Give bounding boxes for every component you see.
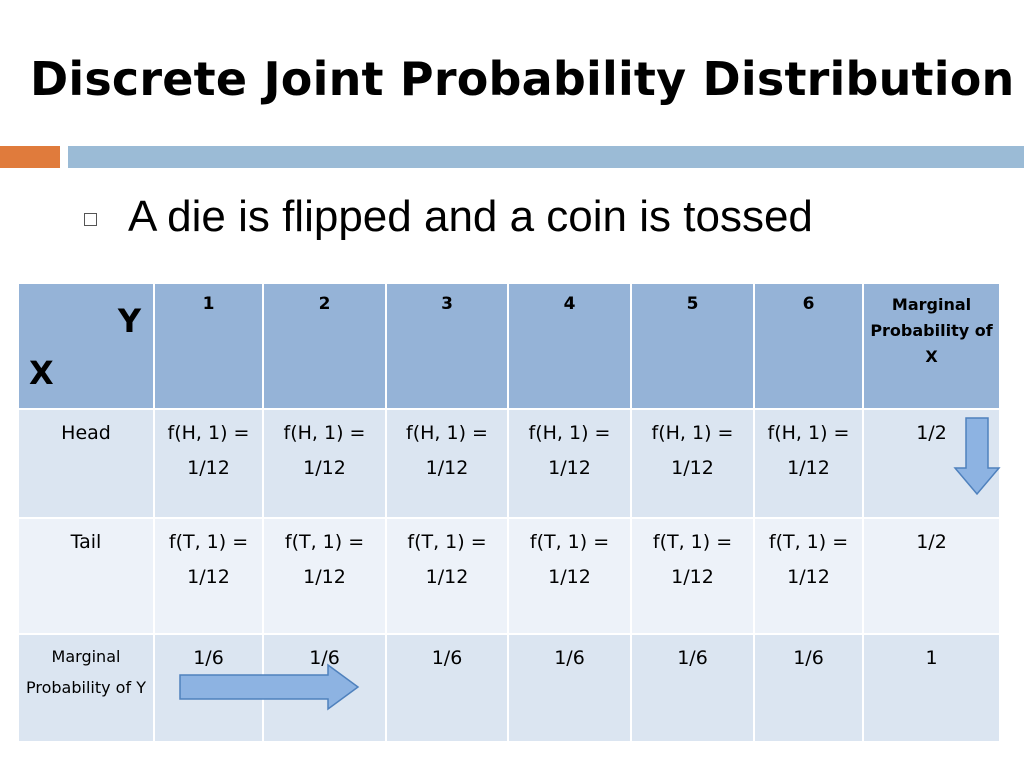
down-arrow-icon	[953, 417, 1001, 496]
marginal-total: 1	[862, 633, 1001, 743]
column-header-4: 4	[507, 282, 632, 410]
table-cell: f(H, 1) = 1/12	[753, 408, 864, 519]
marginal-y-cell: 1/6	[385, 633, 509, 743]
table-cell: f(T, 1) = 1/12	[153, 517, 264, 635]
table-cell: f(H, 1) = 1/12	[507, 408, 632, 519]
marginal-x-tail: 1/2	[862, 517, 1001, 635]
square-bullet-icon	[84, 212, 97, 226]
header-row: Y X 1 2 3 4 5 6 Marginal Probability of …	[17, 282, 1001, 410]
accent-bar-orange	[0, 146, 60, 168]
x-axis-label: X	[29, 354, 54, 392]
marginal-x-header: Marginal Probability of X	[862, 282, 1001, 410]
slide-title: Discrete Joint Probability Distribution	[30, 52, 1015, 106]
table-cell: f(T, 1) = 1/12	[630, 517, 755, 635]
right-arrow-icon	[179, 663, 360, 711]
table-row-tail: Tail f(T, 1) = 1/12 f(T, 1) = 1/12 f(T, …	[17, 517, 1001, 635]
table-row-head: Head f(H, 1) = 1/12 f(H, 1) = 1/12 f(H, …	[17, 408, 1001, 519]
marginal-y-cell: 1/6	[507, 633, 632, 743]
joint-probability-table: Y X 1 2 3 4 5 6 Marginal Probability of …	[17, 282, 1001, 743]
row-label-marginal-y: Marginal Probability of Y	[17, 633, 155, 743]
table-cell: f(H, 1) = 1/12	[153, 408, 264, 519]
column-header-3: 3	[385, 282, 509, 410]
table-cell: f(H, 1) = 1/12	[262, 408, 387, 519]
table-cell: f(T, 1) = 1/12	[753, 517, 864, 635]
table-row-marginal-y: Marginal Probability of Y 1/6 1/6 1/6 1/…	[17, 633, 1001, 743]
column-header-6: 6	[753, 282, 864, 410]
row-label-tail: Tail	[17, 517, 155, 635]
row-label-head: Head	[17, 408, 155, 519]
table-cell: f(H, 1) = 1/12	[385, 408, 509, 519]
corner-cell: Y X	[17, 282, 155, 410]
table-cell: f(T, 1) = 1/12	[385, 517, 509, 635]
marginal-y-cell: 1/6	[630, 633, 755, 743]
column-header-1: 1	[153, 282, 264, 410]
table-cell: f(T, 1) = 1/12	[262, 517, 387, 635]
table-cell: f(T, 1) = 1/12	[507, 517, 632, 635]
column-header-5: 5	[630, 282, 755, 410]
accent-bar-blue	[68, 146, 1024, 168]
marginal-y-cell: 1/6	[753, 633, 864, 743]
column-header-2: 2	[262, 282, 387, 410]
bullet-text: A die is flipped and a coin is tossed	[128, 192, 813, 241]
bullet-item: A die is flipped and a coin is tossed	[84, 192, 813, 242]
y-axis-label: Y	[117, 302, 141, 340]
table-cell: f(H, 1) = 1/12	[630, 408, 755, 519]
